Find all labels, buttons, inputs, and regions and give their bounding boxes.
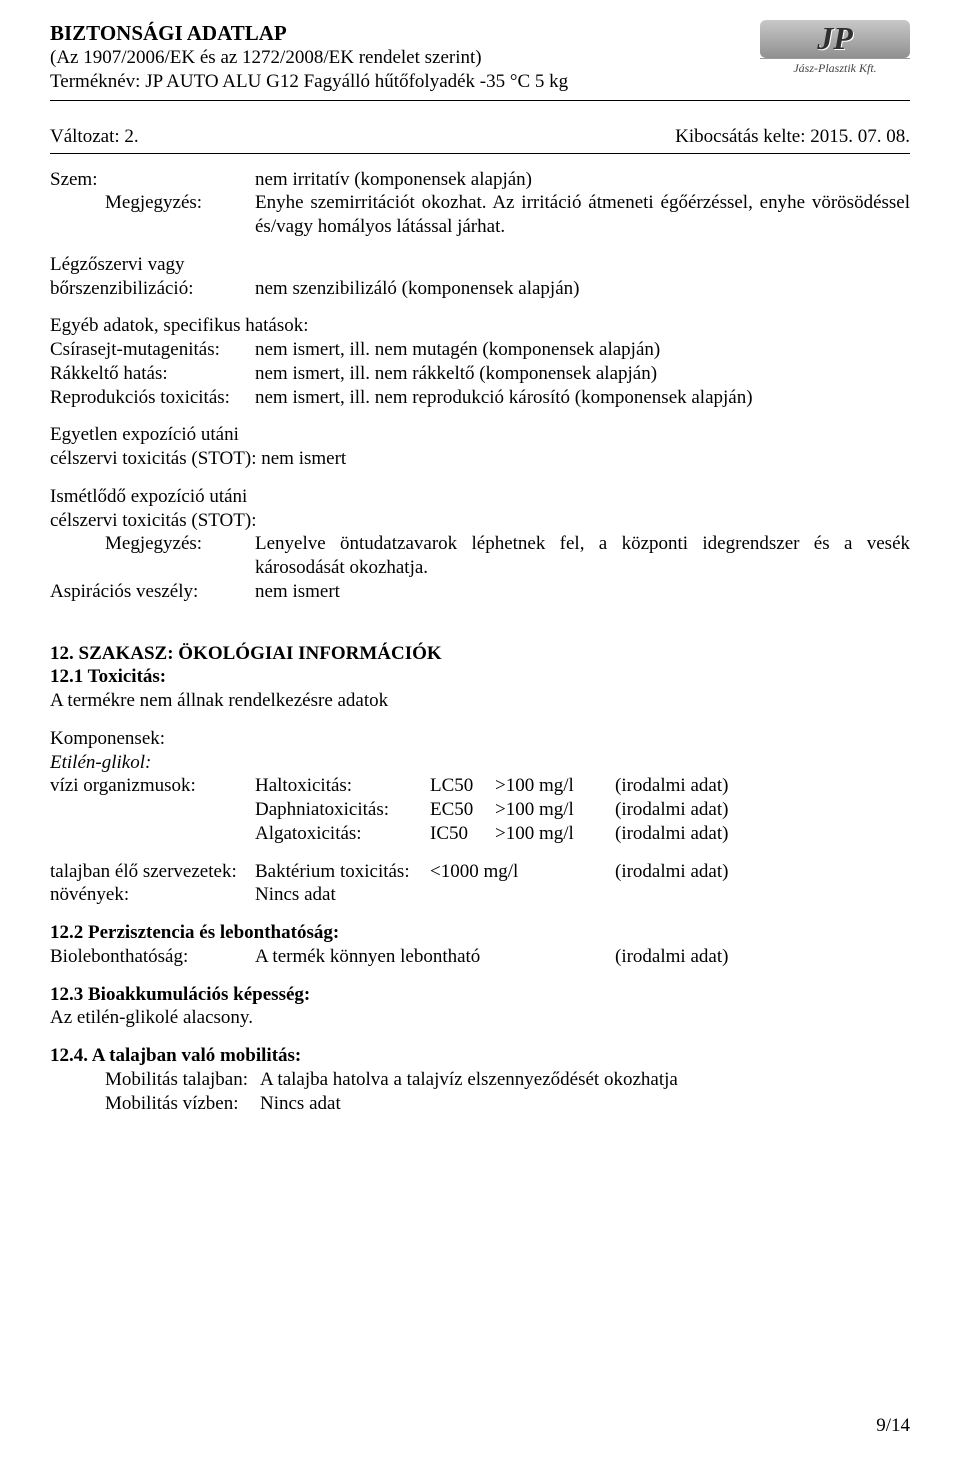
resp-line2: bőrszenzibilizáció: <box>50 277 255 301</box>
component-name: Etilén-glikol: <box>50 751 910 775</box>
soil-label: talajban élő szervezetek: <box>50 860 255 884</box>
stot1-line1: Egyetlen expozíció utáni <box>50 423 910 447</box>
issue-date: Kibocsátás kelte: 2015. 07. 08. <box>675 125 910 149</box>
components-title: Komponensek: <box>50 727 910 751</box>
section-12: 12. SZAKASZ: ÖKOLÓGIAI INFORMÁCIÓK 12.1 … <box>50 642 910 1116</box>
aquatic-row-3: Algatoxicitás: IC50 >100 mg/l (irodalmi … <box>50 822 910 846</box>
s12-title: 12. SZAKASZ: ÖKOLÓGIAI INFORMÁCIÓK <box>50 642 910 666</box>
stot2-line2: célszervi toxicitás (STOT): <box>50 509 910 533</box>
mobility-water-row: Mobilitás vízben: Nincs adat <box>50 1092 910 1116</box>
aquatic-row-1: vízi organizmusok: Haltoxicitás: LC50 >1… <box>50 774 910 798</box>
logo-text: JP <box>760 20 910 58</box>
daphnia-tox-src: (irodalmi adat) <box>615 798 910 822</box>
mobility-soil-row: Mobilitás talajban: A talajba hatolva a … <box>50 1068 910 1092</box>
soil-row: talajban élő szervezetek: Baktérium toxi… <box>50 860 910 884</box>
plant-label: növények: <box>50 883 255 907</box>
germ-label: Csírasejt-mutagenitás: <box>50 338 255 362</box>
fish-tox-value: >100 mg/l <box>495 774 615 798</box>
mobility-title: 12.4. A talajban való mobilitás: <box>50 1044 910 1068</box>
section-other-effects: Egyéb adatok, specifikus hatások: Csíras… <box>50 314 910 409</box>
section-respiratory: Légzőszervi vagy bőrszenzibilizáció: nem… <box>50 253 910 301</box>
page-number: 9/14 <box>876 1414 910 1438</box>
meta-row: Változat: 2. Kibocsátás kelte: 2015. 07.… <box>50 121 910 154</box>
carc-label: Rákkeltő hatás: <box>50 362 255 386</box>
s12-bioaccumulation: 12.3 Bioakkumulációs képesség: Az etilén… <box>50 983 910 1031</box>
page: BIZTONSÁGI ADATLAP (Az 1907/2006/EK és a… <box>0 0 960 1458</box>
stot2-note: Lenyelve öntudatzavarok léphetnek fel, a… <box>255 532 910 580</box>
mobility-soil-value: A talajba hatolva a talajvíz elszennyező… <box>260 1068 910 1092</box>
mobility-soil-label: Mobilitás talajban: <box>105 1068 260 1092</box>
aspiration-label: Aspirációs veszély: <box>50 580 255 604</box>
soil-tox-label: Baktérium toxicitás: <box>255 860 430 884</box>
section-stot-repeated: Ismétlődő expozíció utáni célszervi toxi… <box>50 485 910 604</box>
daphnia-tox-value: >100 mg/l <box>495 798 615 822</box>
algae-tox-code: IC50 <box>430 822 495 846</box>
biodeg-src: (irodalmi adat) <box>615 945 910 969</box>
daphnia-tox-code: EC50 <box>430 798 495 822</box>
resp-value: nem szenzibilizáló (komponensek alapján) <box>255 277 910 301</box>
aquatic-label: vízi organizmusok: <box>50 774 255 798</box>
biodeg-value: A termék könnyen lebontható <box>255 945 615 969</box>
bioacc-text: Az etilén-glikolé alacsony. <box>50 1006 910 1030</box>
eye-note-label: Megjegyzés: <box>50 191 255 239</box>
resp-line1: Légzőszervi vagy <box>50 253 910 277</box>
bioacc-title: 12.3 Bioakkumulációs képesség: <box>50 983 910 1007</box>
section-stot-single: Egyetlen expozíció utáni célszervi toxic… <box>50 423 910 471</box>
stot2-note-label: Megjegyzés: <box>50 532 255 580</box>
s12-tox-intro: A termékre nem állnak rendelkezésre adat… <box>50 689 910 713</box>
s12-tox-title: 12.1 Toxicitás: <box>50 665 910 689</box>
stot2-line1: Ismétlődő expozíció utáni <box>50 485 910 509</box>
mobility-water-label: Mobilitás vízben: <box>105 1092 260 1116</box>
fish-tox-code: LC50 <box>430 774 495 798</box>
logo-company-name: Jász-Plasztik Kft. <box>760 58 910 76</box>
page-header: BIZTONSÁGI ADATLAP (Az 1907/2006/EK és a… <box>50 20 910 101</box>
algae-tox-label: Algatoxicitás: <box>255 822 430 846</box>
biodeg-label: Biolebonthatóság: <box>50 945 255 969</box>
aquatic-row-2: Daphniatoxicitás: EC50 >100 mg/l (irodal… <box>50 798 910 822</box>
algae-tox-value: >100 mg/l <box>495 822 615 846</box>
fish-tox-label: Haltoxicitás: <box>255 774 430 798</box>
fish-tox-src: (irodalmi adat) <box>615 774 910 798</box>
aspiration-value: nem ismert <box>255 580 910 604</box>
s12-persistence: 12.2 Perzisztencia és lebonthatóság: Bio… <box>50 921 910 969</box>
eye-value: nem irritatív (komponensek alapján) <box>255 168 910 192</box>
eye-label: Szem: <box>50 168 255 192</box>
version-text: Változat: 2. <box>50 125 139 149</box>
stot1-line2: célszervi toxicitás (STOT): nem ismert <box>50 447 910 471</box>
s12-components: Komponensek: Etilén-glikol: vízi organiz… <box>50 727 910 846</box>
daphnia-tox-label: Daphniatoxicitás: <box>255 798 430 822</box>
s12-mobility: 12.4. A talajban való mobilitás: Mobilit… <box>50 1044 910 1115</box>
carc-value: nem ismert, ill. nem rákkeltő (komponens… <box>255 362 910 386</box>
section-eye: Szem: nem irritatív (komponensek alapján… <box>50 168 910 239</box>
eye-note: Enyhe szemirritációt okozhat. Az irritác… <box>255 191 910 239</box>
biodeg-row: Biolebonthatóság: A termék könnyen lebon… <box>50 945 910 969</box>
repro-label: Reprodukciós toxicitás: <box>50 386 255 410</box>
plant-value: Nincs adat <box>255 883 430 907</box>
mobility-water-value: Nincs adat <box>260 1092 910 1116</box>
plant-row: növények: Nincs adat <box>50 883 910 907</box>
company-logo: JP Jász-Plasztik Kft. <box>760 20 910 76</box>
other-title: Egyéb adatok, specifikus hatások: <box>50 314 910 338</box>
algae-tox-src: (irodalmi adat) <box>615 822 910 846</box>
repro-value: nem ismert, ill. nem reprodukció károsít… <box>255 386 910 410</box>
soil-tox-value: <1000 mg/l <box>430 860 615 884</box>
persistence-title: 12.2 Perzisztencia és lebonthatóság: <box>50 921 910 945</box>
germ-value: nem ismert, ill. nem mutagén (komponense… <box>255 338 910 362</box>
soil-tox-src: (irodalmi adat) <box>615 860 910 884</box>
s12-soil-plants: talajban élő szervezetek: Baktérium toxi… <box>50 860 910 908</box>
